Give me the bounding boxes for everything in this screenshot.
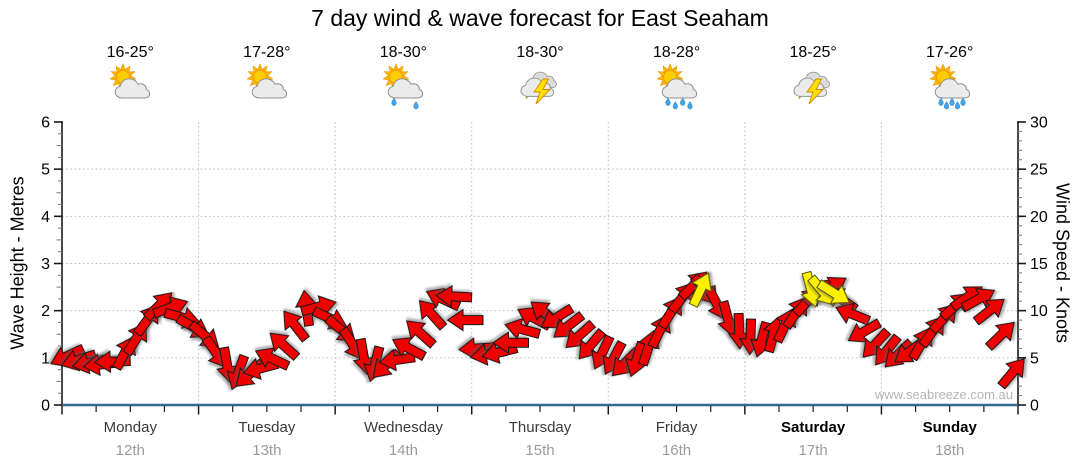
wind-arrow	[406, 320, 437, 349]
left-tick-label: 2	[41, 303, 50, 320]
left-tick-label: 5	[41, 162, 50, 179]
wind-arrow	[269, 332, 301, 362]
day-date-label: 15th	[525, 442, 555, 459]
wind-arrow	[540, 303, 575, 329]
right-tick-label: 20	[1030, 209, 1048, 226]
wind-arrow	[504, 317, 542, 340]
wind-arrow	[972, 298, 1005, 326]
wind-arrow	[435, 284, 473, 308]
wind-arrow	[391, 337, 427, 362]
right-tick-label: 5	[1030, 350, 1039, 367]
day-temp-range: 18-28°	[652, 44, 701, 61]
weather-icon-sun-cloud	[243, 63, 291, 111]
weather-icon-storm	[516, 63, 564, 111]
day-temp-range: 18-30°	[379, 44, 428, 61]
weather-icon-sun-cloud-rain	[379, 63, 427, 111]
wind-arrow	[283, 310, 311, 343]
right-tick-label: 30	[1030, 115, 1048, 132]
wind-arrow	[847, 318, 883, 343]
gridlines	[62, 122, 1018, 404]
left-tick-label: 6	[41, 115, 50, 132]
wind-arrow	[984, 321, 1015, 351]
wind-arrow	[835, 302, 872, 326]
day-temp-range: 17-26°	[926, 44, 974, 61]
right-tick-label: 0	[1030, 398, 1039, 415]
weather-icon-sun-cloud	[106, 63, 154, 111]
wind-arrow	[578, 327, 607, 360]
right-tick-label: 10	[1030, 303, 1048, 320]
left-tick-label: 3	[41, 256, 50, 273]
right-tick-label: 25	[1030, 162, 1048, 179]
weather-icon-storm	[789, 63, 837, 111]
wind-arrow	[254, 347, 291, 371]
gust-arrow	[688, 272, 712, 308]
wind-arrow	[492, 331, 529, 355]
weather-icon-sun-cloud-rain	[926, 63, 974, 111]
chart-title: 7 day wind & wave forecast for East Seah…	[311, 5, 769, 31]
wind-arrow	[418, 299, 448, 331]
weather-icon-sun-cloud-rain	[653, 63, 701, 111]
watermark: www.seabreeze.com.au	[874, 387, 1013, 402]
day-name-label: Sunday	[922, 419, 977, 436]
day-date-label: 18th	[935, 442, 965, 459]
right-tick-label: 15	[1030, 256, 1048, 273]
gust-arrow	[816, 279, 851, 304]
axes: 0 1 2 3 4 5 6 0 5 10 15 20 25 30	[41, 115, 1048, 415]
day-temp-range: 16-25°	[106, 44, 154, 61]
wind-arrow	[142, 292, 173, 322]
wind-arrow	[446, 308, 484, 332]
day-date-label: 14th	[388, 442, 419, 459]
day-date-label: 12th	[115, 442, 145, 459]
wind-arrow	[299, 295, 337, 318]
day-temp-range: 17-28°	[243, 44, 291, 61]
right-axis-label: Wind Speed - Knots	[1052, 182, 1073, 344]
left-tick-label: 1	[41, 350, 50, 367]
day-name-label: Thursday	[508, 419, 572, 436]
day-date-label: 13th	[252, 442, 282, 459]
wind-arrow	[997, 358, 1025, 390]
left-axis-label: Wave Height - Metres	[7, 176, 28, 350]
wind-arrow	[960, 288, 996, 313]
left-tick-label: 4	[41, 209, 50, 226]
day-name-label: Saturday	[781, 419, 846, 436]
left-tick-label: 0	[41, 398, 50, 415]
day-name-label: Tuesday	[238, 419, 296, 436]
day-name-label: Friday	[655, 419, 698, 436]
wind-arrows	[50, 270, 1025, 391]
day-temp-range: 18-25°	[789, 44, 837, 61]
day-temp-range: 18-30°	[516, 44, 564, 61]
day-name-label: Monday	[103, 419, 157, 436]
day-name-label: Wednesday	[363, 419, 443, 436]
day-date-label: 17th	[798, 442, 828, 459]
day-date-label: 16th	[661, 442, 692, 459]
